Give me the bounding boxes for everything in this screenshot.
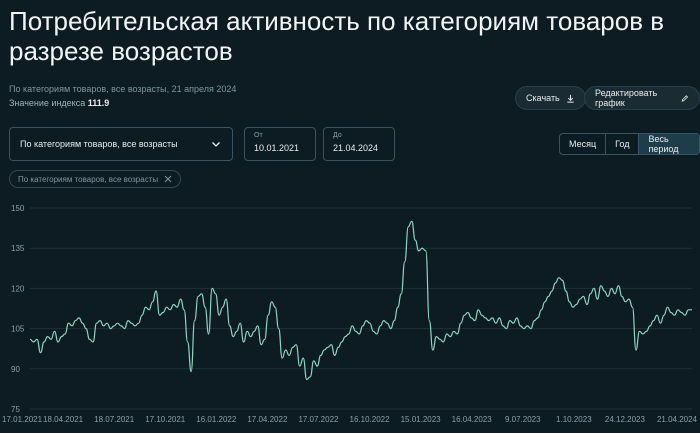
- index-readout: Значение индекса 111.9: [9, 98, 236, 108]
- y-tick-label: 105: [11, 325, 25, 334]
- x-tick-label: 21.04.2024: [657, 415, 698, 424]
- date-from-value: 10.01.2021: [254, 143, 300, 153]
- y-tick-label: 90: [11, 365, 20, 374]
- y-tick-label: 120: [11, 284, 25, 293]
- x-tick-label: 9.07.2023: [505, 415, 541, 424]
- pencil-icon: [681, 94, 689, 102]
- y-tick-label: 75: [11, 405, 20, 414]
- y-tick-label: 135: [11, 244, 25, 253]
- category-select[interactable]: По категориям товаров, все возрасты: [9, 127, 233, 161]
- x-tick-label: 16.01.2022: [196, 415, 237, 424]
- chart-subtitle: По категориям товаров, все возрасты, 21 …: [9, 84, 237, 94]
- index-value: 111.9: [87, 98, 110, 108]
- x-tick-label: 16.10.2022: [350, 415, 391, 424]
- x-tick-label: 18.04.2021: [43, 415, 84, 424]
- y-tick-label: 150: [11, 204, 25, 213]
- x-tick-label: 17.01.2021: [2, 415, 43, 424]
- active-filter-chip-label: По категориям товаров, все возрасты: [18, 174, 159, 184]
- date-from-field[interactable]: От 10.01.2021: [244, 127, 316, 161]
- series-line: [29, 220, 692, 381]
- period-year-button[interactable]: Год: [606, 134, 640, 154]
- download-button[interactable]: Скачать: [515, 86, 586, 110]
- period-toggle: Месяц Год Весь период: [559, 133, 700, 155]
- x-tick-label: 16.04.2023: [452, 415, 493, 424]
- x-tick-label: 15.01.2023: [401, 415, 442, 424]
- period-month-button[interactable]: Месяц: [560, 134, 607, 154]
- category-select-value: По категориям товаров, все возрасты: [20, 139, 178, 149]
- page-title: Потребительская активность по категориям…: [9, 6, 665, 66]
- active-filter-chip[interactable]: По категориям товаров, все возрасты: [9, 170, 182, 188]
- date-to-label: До: [333, 132, 342, 139]
- index-line-chart: 75 90 105 120 135 150 17.01.2021 18.04.2021 18.0…: [2, 204, 698, 424]
- x-tick-label: 1.10.2023: [556, 415, 592, 424]
- download-icon: [567, 94, 574, 103]
- edit-chart-button[interactable]: Редактировать график: [584, 86, 700, 110]
- index-label: Значение индекса: [9, 98, 86, 108]
- date-to-field[interactable]: До 21.04.2024: [323, 127, 395, 161]
- date-to-value: 21.04.2024: [333, 143, 379, 153]
- x-tick-label: 18.07.2021: [94, 415, 135, 424]
- chevron-down-icon: [212, 142, 220, 147]
- x-tick-label: 17.10.2021: [145, 415, 186, 424]
- download-button-label: Скачать: [526, 93, 560, 103]
- close-icon[interactable]: [164, 175, 172, 183]
- x-tick-label: 17.04.2022: [247, 415, 288, 424]
- date-from-label: От: [254, 132, 263, 139]
- x-tick-label: 24.12.2023: [605, 415, 646, 424]
- period-all-button[interactable]: Весь период: [639, 134, 699, 154]
- x-tick-label: 17.07.2022: [298, 415, 339, 424]
- chart-meta: По категориям товаров, все возрасты, 21 …: [9, 84, 236, 108]
- edit-chart-button-label: Редактировать график: [595, 88, 658, 108]
